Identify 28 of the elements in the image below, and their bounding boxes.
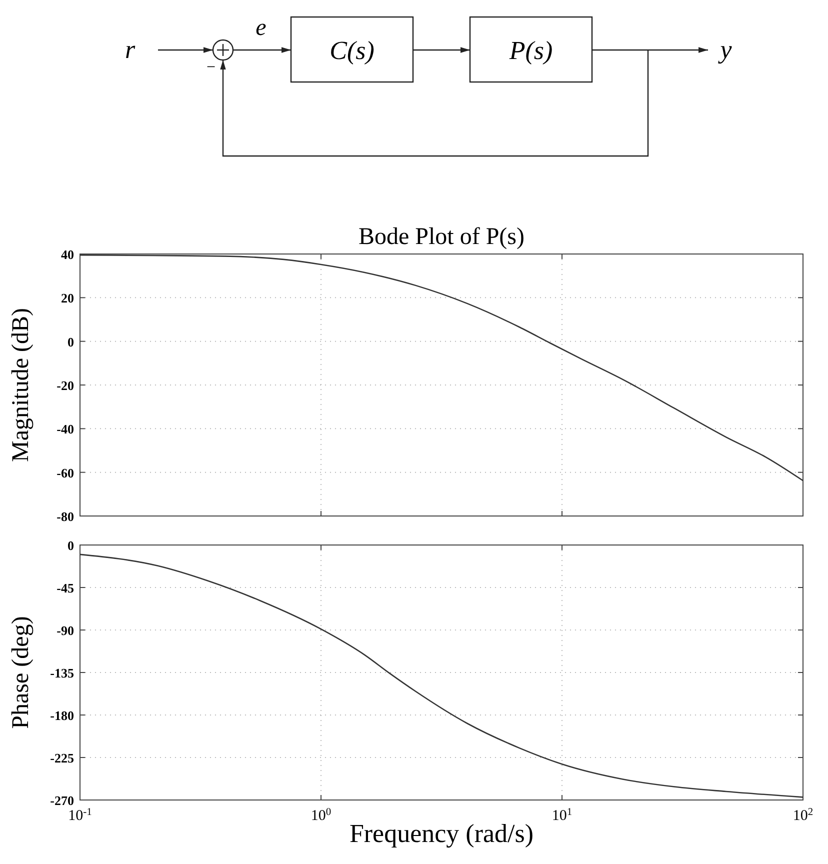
x-tick-label: 10$^{2}$ — [792, 806, 814, 824]
y-tick-label: -40 — [56, 422, 74, 437]
text: r — [124, 35, 136, 64]
text: e — [256, 15, 267, 41]
y-tick-label: -20 — [56, 378, 74, 393]
x-axis-title: Frequency (rad/s) — [349, 819, 534, 848]
text: C(s) — [330, 36, 374, 65]
chart-title: Bode Plot of P(s) — [358, 224, 525, 250]
y-tick-label: -80 — [56, 509, 74, 524]
x-tick-label: 10$^{0}$ — [310, 806, 332, 824]
text: y — [717, 35, 732, 64]
y-tick-label: 20 — [61, 290, 74, 306]
y-tick-label: 40 — [61, 247, 74, 262]
text: P(s) — [508, 36, 553, 65]
y-tick-label: -90 — [56, 623, 74, 638]
y-tick-label: -45 — [56, 580, 74, 596]
y-tick-label: -225 — [50, 750, 74, 766]
y-tick-label: -180 — [50, 708, 74, 723]
y-tick-label: -135 — [50, 666, 74, 680]
x-tick-label: 10$^{-1}$ — [68, 806, 92, 824]
y-tick-label: -60 — [56, 465, 74, 480]
y-tick-label: -270 — [50, 793, 74, 808]
y-axis-title: Magnitude (dB) — [8, 308, 34, 462]
x-tick-label: 10$^{1}$ — [552, 806, 572, 824]
text: − — [206, 59, 216, 76]
y-axis-title: Phase (deg) — [8, 616, 34, 729]
y-tick-label: 0 — [68, 538, 74, 553]
y-tick-label: 0 — [68, 334, 74, 350]
